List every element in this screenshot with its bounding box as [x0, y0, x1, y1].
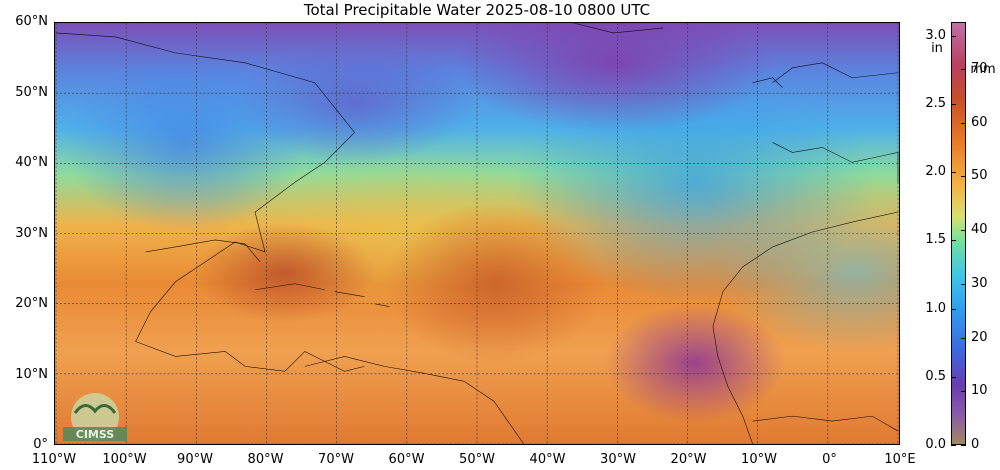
mm-tick-label: 50 [971, 168, 988, 184]
lat-tick-label: 40°N [15, 155, 48, 170]
mm-tick-mark [961, 337, 966, 339]
inch-tick-label: 1.5 [925, 232, 946, 248]
mm-tick-label: 10 [971, 383, 988, 399]
inch-tick-mark [951, 172, 956, 174]
lon-tick-label: 30°W [600, 452, 636, 467]
lon-tick-label: 90°W [177, 452, 213, 467]
lat-tick-label: 20°N [15, 296, 48, 311]
lat-tick-label: 30°N [15, 225, 48, 241]
lon-tick-label: 60°W [388, 452, 425, 467]
inch-tick-label: 0.0 [925, 437, 946, 452]
mm-tick-mark [961, 445, 966, 446]
mm-tick-mark [961, 176, 966, 178]
mm-tick-mark [961, 283, 966, 285]
inch-tick-mark [951, 376, 956, 378]
mm-tick-mark [961, 68, 966, 70]
inch-tick-mark [951, 35, 956, 37]
lon-tick-label: 10°E [884, 452, 916, 467]
cimss-logo: CIMSS [59, 391, 131, 443]
mm-tick-label: 30 [971, 275, 988, 291]
caribbean-islands [255, 283, 390, 307]
lon-tick-label: 70°W [318, 452, 354, 467]
mm-tick-mark [961, 391, 966, 393]
mm-tick-label: 60 [971, 114, 988, 130]
inch-tick-label: 2.5 [925, 95, 946, 111]
inch-tick-label: 0.5 [925, 368, 946, 384]
tpw-map: CIMSS [54, 22, 900, 445]
lat-tick-label: 10°N [15, 366, 48, 382]
lon-tick-label: 50°W [459, 452, 495, 467]
inch-tick-mark [951, 240, 956, 242]
inch-tick-mark [951, 103, 956, 105]
lon-tick-label: 40°W [529, 452, 566, 467]
south-america-coast [304, 356, 525, 444]
inch-tick-label: 2.0 [925, 164, 946, 180]
lat-tick-label: 60°N [15, 14, 48, 29]
mm-tick-label: 40 [971, 222, 988, 238]
gulf-coast [145, 239, 261, 263]
mm-unit-label: mm [970, 62, 996, 77]
map-graticule [55, 23, 899, 444]
svg-text:CIMSS: CIMSS [76, 428, 115, 441]
mm-tick-label: 0 [971, 437, 980, 452]
colorbar [951, 22, 966, 445]
north-america-coast [55, 32, 365, 372]
west-africa-gulf [752, 415, 899, 432]
lon-tick-label: 100°W [102, 452, 147, 467]
mm-tick-label: 20 [971, 329, 988, 345]
lat-tick-label: 0° [33, 437, 48, 452]
inch-unit-label: in [931, 41, 943, 56]
mm-tick-label: 70 [971, 60, 988, 76]
lon-tick-label: 80°W [247, 452, 284, 467]
lon-tick-label: 0° [822, 452, 837, 467]
lon-tick-label: 110°W [31, 452, 77, 467]
mm-tick-mark [961, 230, 966, 232]
chart-title: Total Precipitable Water 2025-08-10 0800… [303, 1, 651, 19]
inch-tick-mark [951, 445, 956, 446]
mm-tick-mark [961, 122, 966, 124]
lon-tick-label: 20°W [670, 452, 707, 467]
inch-tick-mark [951, 308, 956, 310]
inch-tick-label: 1.0 [925, 300, 946, 316]
lon-tick-label: 10°W [741, 452, 777, 467]
africa-coast [712, 211, 899, 444]
lat-tick-label: 50°N [15, 84, 48, 100]
europe-coast [772, 62, 899, 183]
greenland-iceland [573, 23, 783, 88]
inch-tick-label: 3.0 [925, 27, 946, 43]
